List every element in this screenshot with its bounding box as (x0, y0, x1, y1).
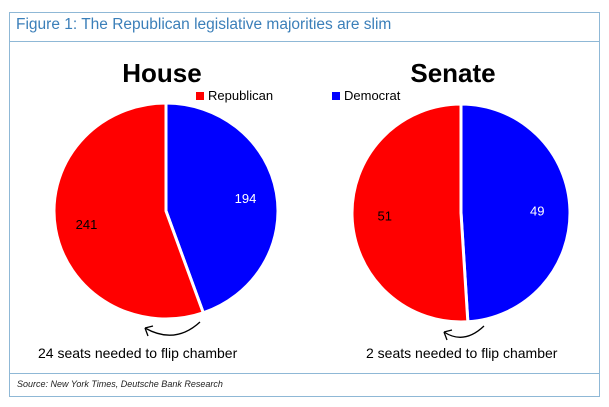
house-slice-label-republican: 241 (76, 217, 98, 232)
senate-slice-label-republican: 51 (378, 208, 392, 223)
figure-frame (9, 12, 600, 397)
senate-flip-arrowhead (443, 329, 453, 341)
house-flip-arrowhead (144, 325, 154, 337)
senate-pie: 49 51 (350, 102, 572, 324)
senate-annotation: 2 seats needed to flip chamber (366, 345, 558, 361)
house-slice-republican (52, 101, 206, 321)
senate-flip-arrow (443, 325, 485, 338)
house-slice-democrat (164, 101, 280, 315)
title-divider (9, 41, 600, 42)
senate-slice-label-democrat: 49 (530, 204, 544, 219)
legend-democrat: Democrat (332, 88, 400, 103)
house-flip-arrow (144, 321, 201, 336)
senate-slice-republican (350, 102, 470, 324)
senate-chart-title: Senate (410, 58, 496, 88)
legend-democrat-swatch (332, 91, 340, 100)
house-pie: 194 241 (52, 101, 280, 321)
legend-republican-label: Republican (208, 88, 274, 103)
house-annotation: 24 seats needed to flip chamber (38, 345, 238, 361)
figure-title: Figure 1: The Republican legislative maj… (16, 16, 392, 33)
source-note: Source: New York Times, Deutsche Bank Re… (17, 379, 223, 389)
senate-slice-democrat (459, 102, 572, 324)
legend-republican: Republican (196, 88, 273, 103)
house-slice-label-democrat: 194 (235, 191, 257, 206)
house-chart-title: House (122, 58, 202, 88)
legend-republican-swatch (196, 91, 204, 100)
footer-divider (9, 373, 600, 374)
legend-democrat-label: Democrat (344, 88, 401, 103)
frame-top-rule (9, 12, 600, 13)
